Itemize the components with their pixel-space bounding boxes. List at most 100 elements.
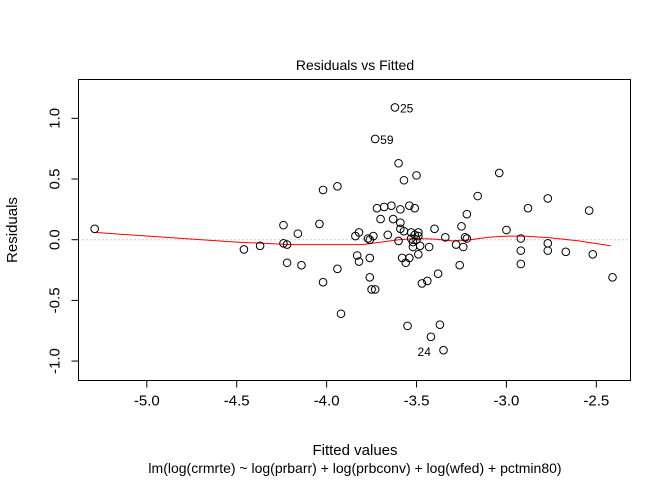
data-point [608, 273, 617, 282]
data-point [460, 232, 470, 242]
data-point [354, 228, 364, 237]
point-id-label: 59 [380, 133, 394, 147]
data-point [561, 247, 571, 257]
data-point [379, 202, 389, 212]
y-tick-label: 0.0 [47, 229, 64, 250]
data-point [370, 134, 380, 144]
x-tick-label: -5.0 [134, 393, 160, 410]
x-axis: -5.0 -4.5 -4.0 -3.5 -3.0 -2.5 [134, 380, 609, 410]
x-axis-label: Fitted values [312, 442, 397, 459]
chart-title: Residuals vs Fitted [296, 57, 414, 73]
data-point [516, 234, 526, 243]
data-point [462, 209, 472, 219]
data-point [523, 203, 533, 213]
data-point [315, 219, 324, 229]
y-tick-label: 0.5 [47, 169, 64, 190]
data-point [318, 277, 328, 287]
data-point [543, 239, 553, 248]
data-point [424, 242, 434, 252]
data-point [394, 236, 403, 246]
y-axis-label: Residuals [4, 197, 21, 263]
x-tick-label: -2.5 [583, 393, 609, 410]
data-point [365, 273, 375, 282]
data-point [255, 241, 265, 251]
data-point [441, 232, 450, 242]
data-point [394, 158, 403, 168]
data-point [239, 245, 249, 254]
data-point [584, 206, 594, 215]
data-point [293, 229, 303, 238]
y-tick-label: -0.5 [47, 287, 64, 313]
data-point [588, 249, 598, 259]
data-point [387, 201, 396, 211]
data-point [415, 241, 425, 251]
data-point [516, 259, 526, 269]
data-point [405, 253, 414, 263]
data-point [543, 246, 553, 255]
data-point [502, 225, 511, 235]
data-point [410, 203, 420, 213]
data-point [414, 249, 423, 259]
data-point [403, 321, 412, 331]
data-point [405, 201, 414, 211]
data-point [333, 264, 342, 274]
data-point [367, 285, 376, 294]
data-point [414, 231, 423, 241]
data-point [455, 260, 464, 270]
point-id-label: 25 [400, 101, 414, 115]
data-point [282, 240, 292, 249]
model-formula-caption: lm(log(crmrte) ~ log(prbarr) + log(prbco… [148, 460, 561, 476]
data-point [408, 242, 418, 252]
data-point [279, 220, 288, 230]
data-point [414, 228, 423, 237]
data-point [282, 258, 292, 268]
data-point [390, 103, 400, 112]
data-point [462, 234, 472, 243]
data-point [451, 240, 461, 249]
data-point [396, 205, 405, 214]
data-point [318, 185, 328, 195]
data-point [279, 239, 288, 248]
data-point [336, 309, 346, 319]
data-point [333, 182, 342, 191]
data-point [354, 257, 364, 266]
plot-frame [78, 79, 631, 381]
point-id-label: 24 [418, 345, 432, 359]
y-axis: -1.0 -0.5 0.0 0.5 1.0 [47, 108, 79, 374]
data-point [426, 332, 436, 342]
annotation-layer: 25 59 24 [380, 101, 431, 358]
x-tick-label: -4.5 [224, 393, 250, 410]
data-point [494, 168, 504, 178]
data-point [372, 203, 382, 213]
data-point [457, 222, 466, 231]
data-point [439, 345, 448, 355]
data-point [369, 231, 378, 241]
data-point [396, 218, 405, 228]
data-point [370, 285, 380, 294]
data-point [458, 242, 468, 252]
y-tick-label: 1.0 [47, 108, 64, 129]
data-point [383, 230, 393, 240]
data-point [433, 269, 443, 278]
data-point [90, 224, 99, 234]
data-point [543, 194, 553, 203]
smoother-layer [94, 231, 611, 247]
x-tick-label: -3.5 [404, 393, 430, 410]
data-point [297, 260, 306, 270]
data-point [473, 191, 482, 201]
data-point [352, 251, 362, 260]
points-layer [90, 103, 617, 355]
data-point [423, 276, 432, 286]
data-point [417, 279, 427, 288]
data-point [376, 214, 385, 224]
data-point [435, 320, 445, 329]
data-point [363, 234, 373, 243]
data-point [399, 175, 409, 185]
data-point [388, 214, 398, 224]
x-tick-label: -4.0 [314, 393, 340, 410]
data-point [412, 171, 421, 180]
data-point [516, 246, 526, 255]
lowess-smoother-line [94, 231, 611, 247]
